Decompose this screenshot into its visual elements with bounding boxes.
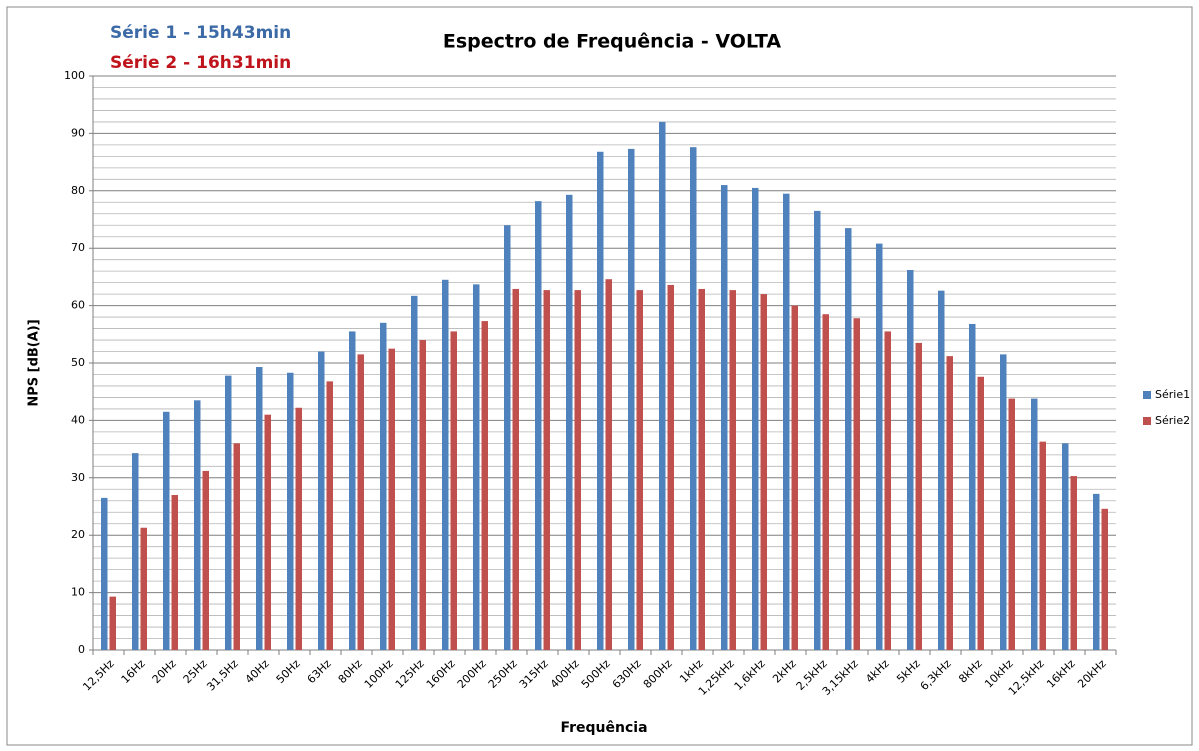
- bar: [907, 270, 914, 650]
- y-tick-label: 10: [71, 586, 85, 599]
- bar: [938, 290, 945, 650]
- bar: [101, 497, 108, 650]
- y-tick-label: 30: [71, 471, 85, 484]
- bar: [473, 284, 480, 650]
- bar: [225, 375, 232, 650]
- bar: [512, 288, 519, 650]
- bar: [721, 185, 728, 650]
- bar: [969, 323, 976, 650]
- bar: [1031, 398, 1038, 650]
- bar: [132, 453, 139, 650]
- bar: [326, 381, 333, 650]
- bar: [140, 527, 147, 650]
- bar: [783, 193, 790, 651]
- bar: [946, 356, 953, 650]
- bar: [574, 290, 581, 650]
- bar: [256, 367, 263, 650]
- bar: [977, 376, 984, 650]
- bar: [752, 187, 759, 650]
- bar: [109, 596, 116, 650]
- bar: [814, 210, 821, 650]
- bar: [202, 470, 209, 650]
- bar: [233, 443, 240, 650]
- bar: [760, 294, 767, 650]
- chart-title: Espectro de Frequência - VOLTA: [443, 31, 782, 53]
- annotation: Série 1 - 15h43min: [110, 23, 291, 43]
- bar: [504, 225, 511, 651]
- y-tick-label: 90: [71, 126, 85, 139]
- bar: [1008, 398, 1015, 650]
- bar: [419, 340, 426, 650]
- y-axis-label: NPS [dB(A)]: [27, 319, 42, 406]
- legend-label: Série1: [1155, 388, 1190, 401]
- bar: [1093, 493, 1100, 650]
- bar: [1101, 508, 1108, 650]
- bar: [822, 314, 829, 650]
- bar: [295, 407, 302, 650]
- y-tick-label: 80: [71, 184, 85, 197]
- bar: [876, 243, 883, 650]
- bar: [628, 148, 635, 650]
- legend-swatch: [1143, 417, 1151, 425]
- bar: [163, 411, 170, 650]
- y-tick-label: 40: [71, 413, 85, 426]
- bar: [597, 151, 604, 650]
- y-tick-label: 60: [71, 299, 85, 312]
- bar: [605, 279, 612, 650]
- bar: [380, 322, 387, 650]
- x-axis-label: Frequência: [560, 720, 647, 736]
- bar: [1070, 476, 1077, 650]
- bar: [411, 295, 418, 650]
- bar: [264, 414, 271, 650]
- bar: [566, 194, 573, 650]
- y-tick-label: 0: [78, 643, 85, 656]
- bar: [535, 201, 542, 650]
- bar: [287, 372, 294, 650]
- bar: [853, 318, 860, 650]
- bar: [845, 228, 852, 651]
- bar: [791, 305, 798, 650]
- bar: [349, 331, 356, 650]
- bar: [1000, 354, 1007, 650]
- bar: [171, 495, 178, 650]
- bar: [659, 121, 666, 651]
- y-tick-label: 70: [71, 241, 85, 254]
- bar: [450, 331, 457, 650]
- bar: [698, 288, 705, 650]
- bar: [543, 290, 550, 650]
- legend-label: Série2: [1155, 414, 1190, 427]
- legend-swatch: [1143, 391, 1151, 399]
- y-tick-label: 100: [64, 69, 85, 82]
- y-tick-label: 20: [71, 528, 85, 541]
- bar: [481, 321, 488, 650]
- bar: [1039, 441, 1046, 650]
- bar: [318, 351, 325, 650]
- bar: [636, 290, 643, 650]
- bar: [357, 354, 364, 650]
- bar: [442, 279, 449, 650]
- bar: [884, 331, 891, 650]
- bar: [1062, 443, 1069, 650]
- bar: [194, 400, 201, 650]
- bar: [915, 342, 922, 650]
- bar: [667, 284, 674, 650]
- y-tick-label: 50: [71, 356, 85, 369]
- bar: [388, 348, 395, 650]
- bar: [690, 147, 697, 650]
- annotation: Série 2 - 16h31min: [110, 53, 291, 73]
- bar: [729, 290, 736, 650]
